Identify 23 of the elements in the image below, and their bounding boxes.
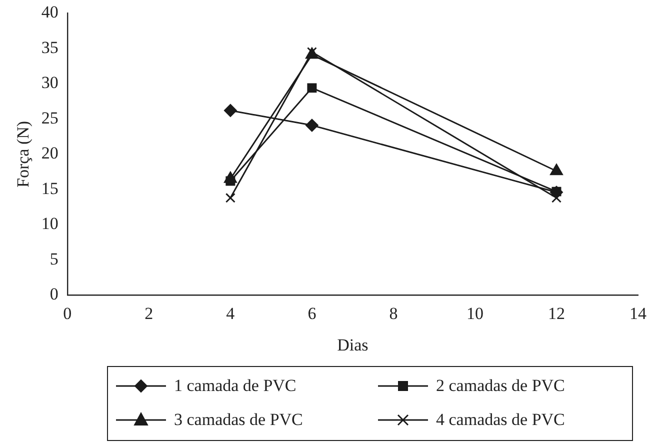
x-tick-label: 12 bbox=[548, 304, 565, 323]
x-tick-label: 8 bbox=[389, 304, 398, 323]
x-tick-label: 4 bbox=[226, 304, 236, 323]
x-tick-label: 14 bbox=[630, 304, 647, 323]
legend-label: 4 camadas de PVC bbox=[436, 410, 565, 430]
x-tick-label: 0 bbox=[63, 304, 72, 323]
x-tick-label: 6 bbox=[308, 304, 316, 323]
legend-label: 1 camada de PVC bbox=[174, 376, 296, 396]
y-tick-label: 0 bbox=[50, 284, 58, 304]
x-tick-label: 2 bbox=[144, 304, 154, 323]
y-tick-label: 35 bbox=[41, 38, 58, 57]
y-tick-label: 25 bbox=[41, 108, 58, 128]
x-tick-label: 10 bbox=[466, 304, 484, 323]
y-tick-label: 40 bbox=[41, 2, 58, 22]
y-tick-label: 10 bbox=[41, 214, 58, 234]
y-tick-label: 20 bbox=[41, 144, 58, 163]
legend-label: 3 camadas de PVC bbox=[174, 410, 303, 430]
x-axis-title: Dias bbox=[337, 335, 368, 354]
y-axis-title: Força (N) bbox=[14, 120, 33, 188]
y-tick-label: 15 bbox=[41, 178, 58, 198]
y-tick-label: 5 bbox=[50, 249, 58, 268]
legend-label: 2 camadas de PVC bbox=[436, 376, 565, 396]
y-tick-label: 30 bbox=[41, 73, 58, 92]
